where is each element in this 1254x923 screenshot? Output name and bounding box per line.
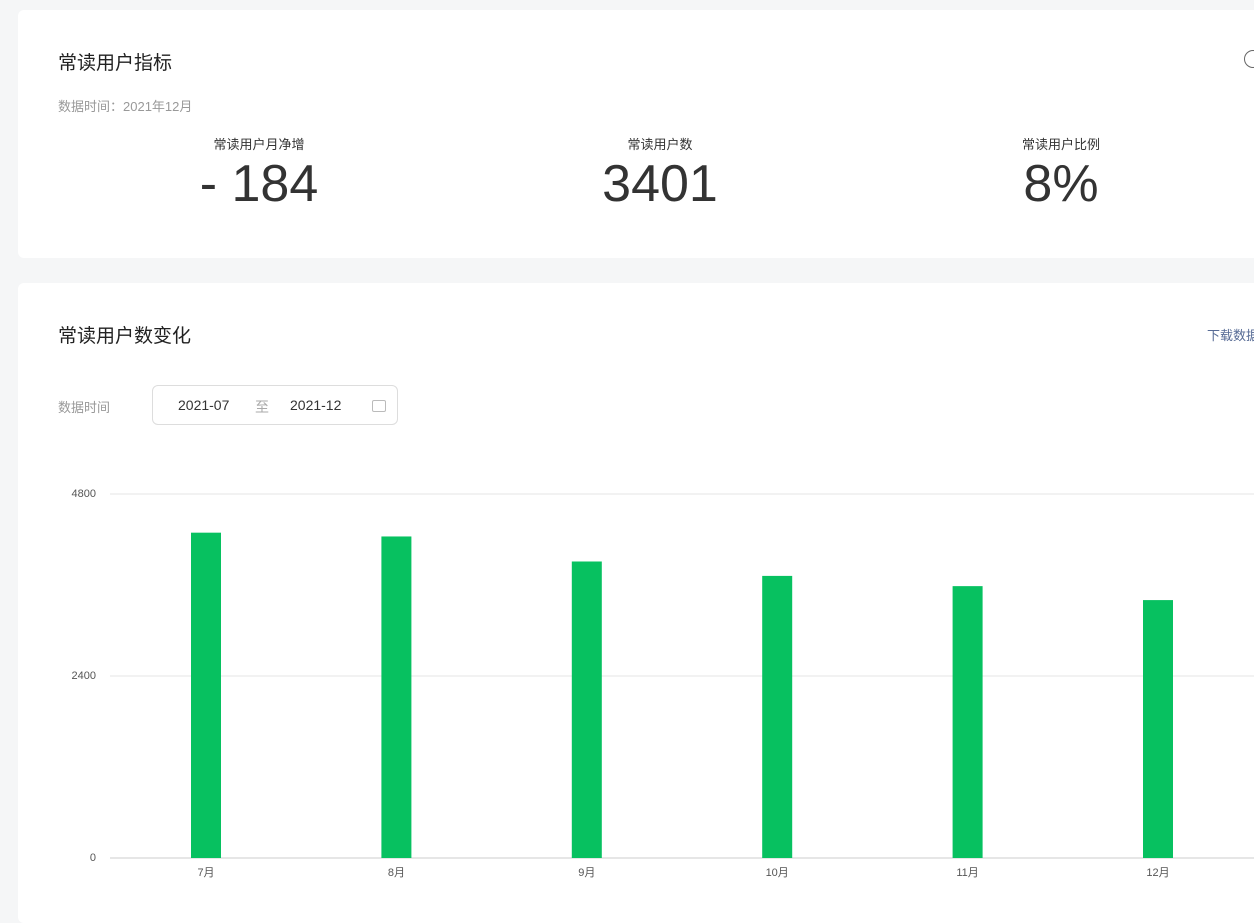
y-tick-label: 2400 <box>72 670 96 682</box>
metric-value: - 184 <box>199 155 319 213</box>
range-end: 2021-12 <box>290 397 342 413</box>
download-link[interactable]: 下载数据 <box>1207 328 1254 343</box>
trend-card: 常读用户数变化 下载数据 数据时间 2021-07 至 2021-12 <box>18 283 1254 923</box>
metric-label: 常读用户数 <box>627 137 693 152</box>
metric-label: 常读用户月净增 <box>213 137 305 152</box>
x-tick-label: 11月 <box>956 867 978 879</box>
calendar-icon <box>372 400 386 412</box>
x-tick-label: 10月 <box>766 867 789 879</box>
range-label: 数据时间 <box>58 400 111 415</box>
card-title: 常读用户数变化 <box>58 326 192 347</box>
x-tick-label: 12月 <box>1146 867 1169 879</box>
x-tick-label: 8月 <box>388 867 405 879</box>
x-tick-label: 9月 <box>578 867 595 879</box>
bar <box>762 575 793 858</box>
bar <box>571 561 602 858</box>
bar <box>191 532 221 858</box>
data-time: 数据时间：2021年12月 <box>58 99 193 114</box>
bar <box>1143 600 1173 858</box>
range-sep: 至 <box>255 399 269 415</box>
bar <box>381 536 412 858</box>
help-icon[interactable] <box>1244 50 1254 68</box>
bar <box>952 586 983 858</box>
metric-value: 8% <box>1023 155 1099 213</box>
card-title: 常读用户指标 <box>58 53 173 74</box>
y-tick-label: 0 <box>90 852 96 864</box>
metric-label: 常读用户比例 <box>1021 137 1100 152</box>
y-tick-label: 4800 <box>72 488 96 500</box>
metric-value: 3401 <box>602 155 718 213</box>
chart: 0 2400 4800 7月 8月 9月 10月 11月 12月 <box>72 488 1254 879</box>
page: 常读用户指标 数据时间：2021年12月 常读用户月净增 - 184 常读用户数… <box>18 10 1254 879</box>
date-picker[interactable]: 2021-07 至 2021-12 <box>152 385 398 425</box>
x-tick-label: 7月 <box>197 867 214 879</box>
range-start: 2021-07 <box>178 397 230 413</box>
metrics-card: 常读用户指标 数据时间：2021年12月 常读用户月净增 - 184 常读用户数… <box>18 10 1254 258</box>
